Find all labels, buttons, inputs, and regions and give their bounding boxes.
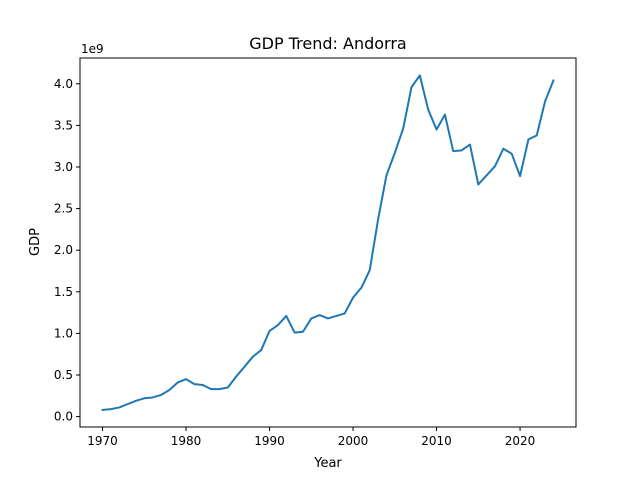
y-axis-scale-label: 1e9 xyxy=(81,42,104,56)
y-tick-label: 1.0 xyxy=(54,326,73,340)
x-tick-label: 2020 xyxy=(505,434,536,448)
y-tick-label: 2.0 xyxy=(54,243,73,257)
x-tick-label: 1980 xyxy=(171,434,202,448)
y-tick-label: 0.5 xyxy=(54,368,73,382)
gdp-series-line xyxy=(101,74,555,412)
y-tick-label: 0.0 xyxy=(54,410,73,424)
x-tick-label: 2010 xyxy=(421,434,452,448)
x-axis-label: Year xyxy=(313,456,342,471)
chart-title: GDP Trend: Andorra xyxy=(249,34,406,53)
plot-area: 1970 1980 1990 2000 2010 2020 0.0 0.5 1.0 1.5 2.0 2… xyxy=(54,57,577,448)
y-tick-label: 1.5 xyxy=(54,285,73,299)
axes-frame xyxy=(79,57,577,428)
x-tick-label: 1970 xyxy=(87,434,118,448)
y-tick-label: 3.5 xyxy=(54,118,73,132)
y-tick-label: 3.0 xyxy=(54,160,73,174)
y-axis-label: GDP xyxy=(28,228,43,256)
y-tick-label: 2.5 xyxy=(54,202,73,216)
y-tick-label: 4.0 xyxy=(54,77,73,91)
x-tick-label: 2000 xyxy=(338,434,369,448)
x-tick-label: 1990 xyxy=(254,434,285,448)
